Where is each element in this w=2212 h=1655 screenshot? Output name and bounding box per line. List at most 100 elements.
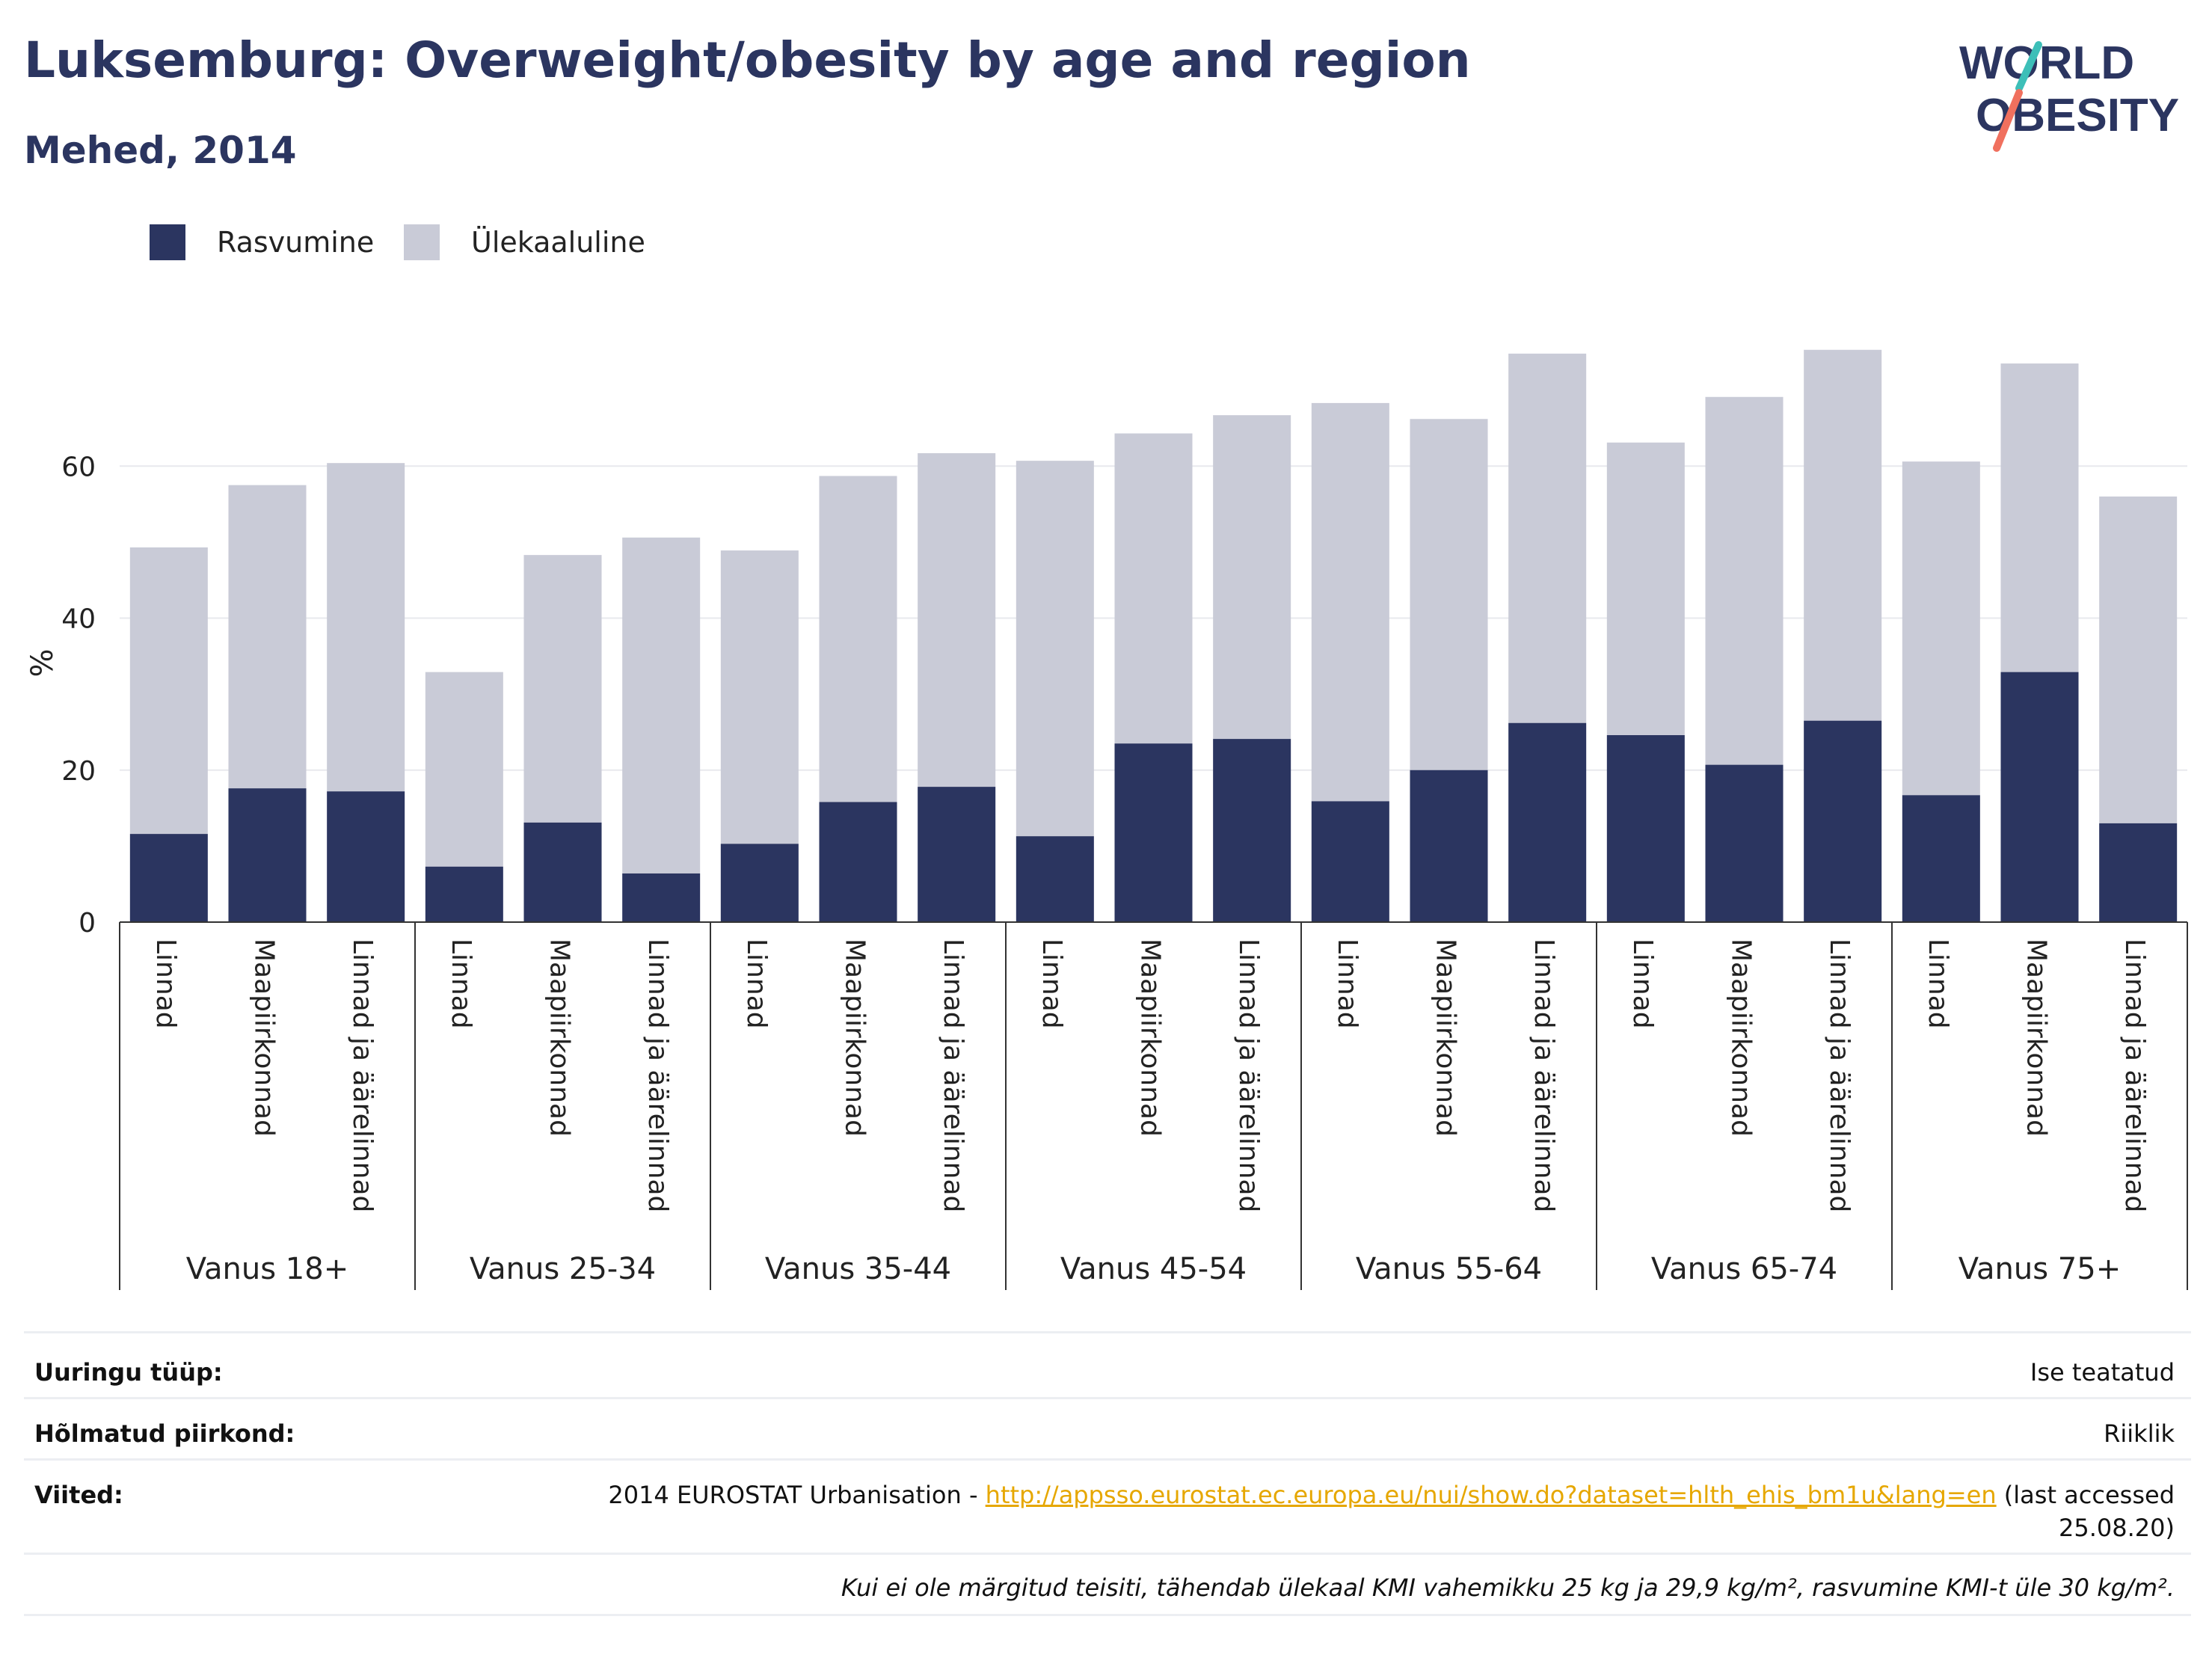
x-tick-label: Linnad ja äärelinnad — [1233, 939, 1264, 1212]
x-tick-label: Linnad — [1332, 939, 1362, 1029]
bar-overweight — [1606, 442, 1685, 736]
bar-overweight — [918, 452, 996, 787]
group-label: Vanus 55-64 — [1356, 1252, 1542, 1286]
y-axis-label: % — [25, 648, 60, 677]
x-tick-label: Linnad — [1627, 939, 1658, 1029]
reference-link[interactable]: http://appsso.eurostat.ec.europa.eu/nui/… — [985, 1481, 1997, 1509]
bar-overweight — [720, 550, 799, 844]
bar-overweight — [622, 537, 701, 873]
info-divider — [24, 1331, 2191, 1333]
x-tick-label: Linnad ja äärelinnad — [1824, 939, 1855, 1212]
bar-overweight — [1311, 402, 1389, 802]
y-tick-label: 60 — [61, 452, 96, 482]
legend-label-overweight: Ülekaaluline — [471, 226, 645, 259]
bar-obesity — [523, 822, 602, 922]
group-label: Vanus 35-44 — [765, 1252, 951, 1286]
bar-obesity — [1804, 720, 1882, 922]
info-divider — [24, 1458, 2191, 1461]
x-tick-label: Maapiirkonnad — [544, 939, 575, 1137]
bar-obesity — [1705, 764, 1784, 922]
group-label: Vanus 65-74 — [1651, 1252, 1837, 1286]
info-key-survey-type: Uuringu tüüp: — [34, 1358, 223, 1387]
bar-obesity — [1016, 836, 1094, 922]
x-tick-label: Linnad ja äärelinnad — [642, 939, 673, 1212]
bar-obesity — [129, 834, 208, 922]
x-tick-label: Linnad — [446, 939, 476, 1029]
bar-obesity — [2099, 823, 2178, 922]
group-label: Vanus 25-34 — [470, 1252, 656, 1286]
x-tick-label: Maapiirkonnad — [2021, 939, 2052, 1137]
bar-obesity — [327, 791, 405, 922]
world-obesity-logo: WORLD OBESITY — [1959, 37, 2179, 152]
x-tick-label: Linnad ja äärelinnad — [938, 939, 968, 1212]
x-tick-label: Maapiirkonnad — [1431, 939, 1461, 1137]
bar-obesity — [1213, 739, 1291, 922]
footnote: Kui ei ole märgitud teisiti, tähendab ül… — [841, 1573, 2175, 1602]
x-tick-label: Maapiirkonnad — [1135, 939, 1166, 1137]
page-title: Luksemburg: Overweight/obesity by age an… — [24, 31, 1471, 89]
logo-line1: WORLD — [1959, 37, 2134, 89]
x-tick-label: Linnad — [1923, 939, 1953, 1029]
info-divider — [24, 1553, 2191, 1555]
bar-overweight — [1213, 415, 1291, 740]
info-divider — [24, 1614, 2191, 1616]
bar-obesity — [228, 788, 307, 922]
reference-prefix: 2014 EUROSTAT Urbanisation - — [608, 1481, 986, 1509]
info-value-survey-type: Ise teatatud — [2030, 1358, 2175, 1387]
page-subtitle: Mehed, 2014 — [24, 129, 297, 172]
x-tick-label: Maapiirkonnad — [840, 939, 870, 1137]
x-tick-label: Linnad — [741, 939, 772, 1029]
info-divider — [24, 1397, 2191, 1399]
info-value-references-line2: 25.08.20) — [2059, 1514, 2175, 1542]
y-tick-label: 40 — [61, 604, 96, 635]
bar-overweight — [1114, 433, 1193, 744]
bar-overweight — [819, 476, 897, 802]
x-tick-label: Linnad — [150, 939, 181, 1029]
bar-obesity — [2000, 672, 2079, 922]
x-tick-label: Linnad — [1036, 939, 1067, 1029]
group-label: Vanus 75+ — [1958, 1252, 2121, 1286]
bar-overweight — [327, 463, 405, 792]
bar-overweight — [2000, 363, 2079, 672]
bar-overweight — [1410, 419, 1488, 770]
bar-obesity — [819, 802, 897, 922]
y-tick-label: 20 — [61, 756, 96, 787]
bar-overweight — [1902, 461, 1980, 796]
group-label: Vanus 45-54 — [1060, 1252, 1247, 1286]
bar-overweight — [1804, 349, 1882, 721]
x-tick-label: Maapiirkonnad — [1726, 939, 1757, 1137]
bar-overweight — [1705, 396, 1784, 765]
reference-suffix: (last accessed — [1996, 1481, 2175, 1509]
info-key-references: Viited: — [34, 1481, 123, 1509]
bar-obesity — [622, 873, 701, 922]
logo-slash-top-icon — [2015, 41, 2042, 92]
bar-overweight — [523, 555, 602, 823]
bar-obesity — [1902, 795, 1980, 922]
logo-slash-bottom-icon — [1993, 89, 2023, 152]
x-tick-label: Linnad ja äärelinnad — [1529, 939, 1559, 1212]
info-key-region: Hõlmatud piirkond: — [34, 1419, 295, 1448]
bar-obesity — [1410, 770, 1488, 922]
bar-obesity — [918, 787, 996, 922]
y-tick-label: 0 — [79, 908, 96, 939]
x-tick-label: Maapiirkonnad — [249, 939, 280, 1137]
bar-overweight — [425, 672, 503, 867]
bar-obesity — [720, 844, 799, 922]
info-value-references: 2014 EUROSTAT Urbanisation - http://apps… — [608, 1481, 2175, 1509]
x-tick-label: Linnad ja äärelinnad — [2119, 939, 2150, 1212]
info-value-region: Riiklik — [2104, 1419, 2175, 1448]
bar-obesity — [1311, 801, 1389, 922]
bar-obesity — [1606, 735, 1685, 922]
legend-label-obesity: Rasvumine — [217, 226, 375, 259]
bar-obesity — [425, 866, 503, 922]
group-label: Vanus 18+ — [186, 1252, 348, 1286]
legend-swatch-overweight — [404, 224, 440, 260]
bar-overweight — [129, 547, 208, 835]
stacked-bar-chart: 0 20 40 60% Linnad Maapiirkonnad Linnad ja äär… — [25, 349, 2188, 1290]
x-tick-label: Linnad ja äärelinnad — [347, 939, 378, 1212]
bar-overweight — [2099, 496, 2178, 823]
bar-overweight — [1016, 461, 1094, 837]
bar-overweight — [228, 485, 307, 789]
bar-overweight — [1508, 353, 1587, 723]
bar-obesity — [1508, 722, 1587, 922]
